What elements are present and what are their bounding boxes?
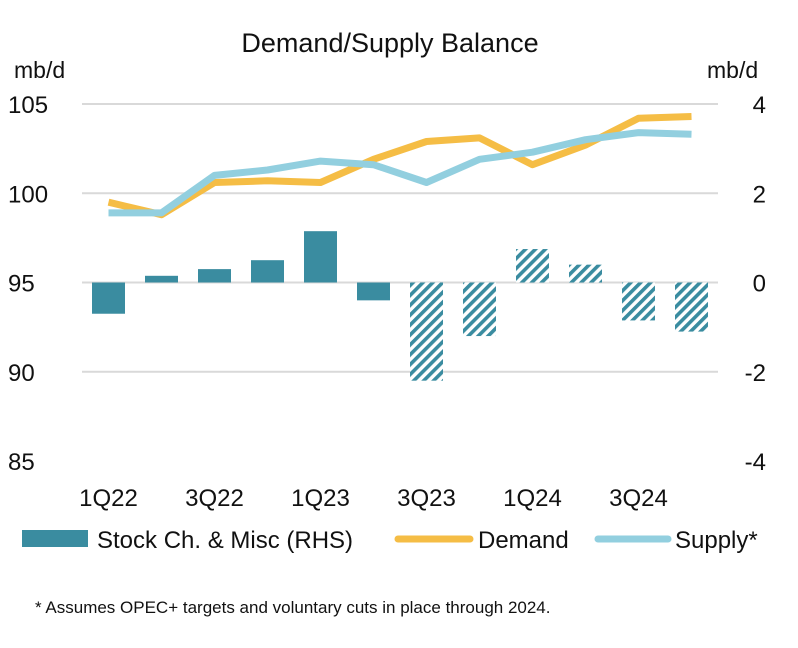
bar-4q24 (675, 282, 708, 332)
left-tick-label: 105 (8, 92, 48, 119)
bar-2q24 (569, 264, 602, 283)
bar-3q22 (198, 269, 231, 283)
x-tick-label: 3Q23 (397, 485, 456, 512)
gridlines (82, 103, 718, 373)
bar-3q23 (410, 282, 443, 381)
bar-1q24 (516, 249, 549, 283)
bar-4q23 (463, 282, 496, 337)
x-tick-label: 3Q22 (185, 485, 244, 512)
bar-1q22 (92, 282, 125, 314)
line-supply (108, 129, 692, 217)
bar-2q22 (145, 275, 178, 283)
line-series (107, 113, 692, 219)
left-tick-label: 100 (8, 181, 48, 208)
bar-2q23 (357, 282, 390, 301)
right-tick-label: -2 (745, 360, 766, 387)
right-axis-unit: mb/d (707, 57, 758, 83)
chart-title: Demand/Supply Balance (241, 28, 538, 58)
bar-4q22 (251, 260, 284, 283)
legend-swatch-stock-change (22, 530, 88, 547)
legend-label-stock-change: Stock Ch. & Misc (RHS) (97, 527, 353, 554)
right-tick-label: 4 (753, 92, 766, 119)
stock-change-bars (92, 231, 708, 381)
x-tick-label: 1Q22 (79, 485, 138, 512)
right-tick-label: 0 (753, 271, 766, 298)
left-tick-label: 90 (8, 360, 35, 387)
line-demand (107, 113, 692, 219)
legend: Stock Ch. & Misc (RHS) Demand Supply* (22, 527, 758, 554)
right-tick-label: -4 (745, 449, 766, 476)
legend-label-supply: Supply* (675, 527, 758, 554)
left-axis-unit: mb/d (14, 57, 65, 83)
left-tick-label: 95 (8, 271, 35, 298)
footnote: * Assumes OPEC+ targets and voluntary cu… (35, 598, 551, 617)
bar-1q23 (304, 231, 337, 283)
x-tick-label: 1Q23 (291, 485, 350, 512)
x-axis-ticks: 1Q22 3Q22 1Q23 3Q23 1Q24 3Q24 (79, 485, 668, 512)
bar-3q24 (622, 282, 655, 321)
left-axis-ticks: 105 100 95 90 85 (8, 92, 48, 476)
legend-label-demand: Demand (478, 527, 569, 554)
x-tick-label: 3Q24 (609, 485, 668, 512)
right-axis-ticks: 4 2 0 -2 -4 (745, 92, 766, 476)
right-tick-label: 2 (753, 181, 766, 208)
left-tick-label: 85 (8, 449, 35, 476)
x-tick-label: 1Q24 (503, 485, 562, 512)
